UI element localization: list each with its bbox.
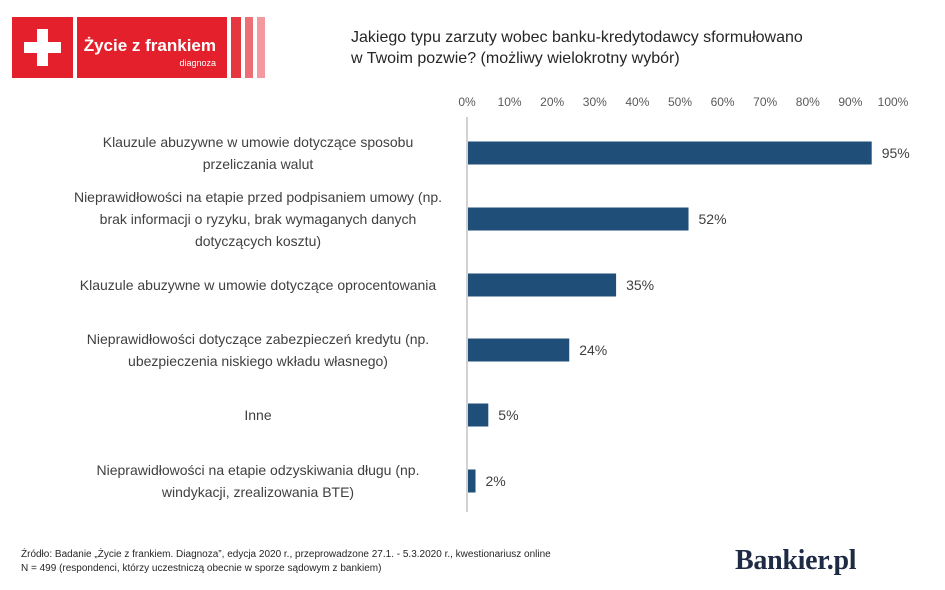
data-label: 52% [699,211,727,227]
data-label: 2% [486,473,506,489]
logo-stripe [245,17,253,78]
chart-title-line-2: w Twoim pozwie? (możliwy wielokrotny wyb… [351,50,680,67]
x-tick-label: 0% [458,95,476,109]
logo-name-box: Życie z frankiem diagnoza [77,17,227,78]
logo-subtitle: diagnoza [179,58,216,68]
x-tick-label: 30% [583,95,607,109]
x-tick-label: 100% [878,95,909,109]
category-label: Nieprawidłowości dotyczące zabezpieczeń … [87,331,429,347]
data-label: 24% [579,342,607,358]
bar [468,338,570,362]
bar [468,403,489,427]
swiss-cross-icon [12,17,73,78]
x-tick-label: 60% [711,95,735,109]
logo-name: Życie z frankiem [83,36,216,55]
category-label: Inne [244,407,271,423]
category-label: dotyczących kosztu) [195,233,321,249]
chart-title-line-1: Jakiego typu zarzuty wobec banku-kredyto… [351,29,803,46]
x-tick-label: 70% [753,95,777,109]
chart-title: Jakiego typu zarzuty wobec banku-kredyto… [351,27,911,69]
category-label: Nieprawidłowości na etapie odzyskiwania … [97,462,420,478]
bar [468,469,476,493]
x-tick-label: 20% [540,95,564,109]
category-label: Klauzule abuzywne w umowie dotyczące opr… [80,277,437,293]
category-label: ubezpieczenia niskiego wkładu własnego) [128,353,388,369]
category-label: Klauzule abuzywne w umowie dotyczące spo… [103,134,414,150]
category-label: Nieprawidłowości na etapie przed podpisa… [74,189,442,205]
source-line-2: N = 499 (respondenci, którzy uczestniczą… [21,563,382,574]
x-tick-label: 50% [668,95,692,109]
data-label: 35% [626,277,654,293]
x-tick-label: 80% [796,95,820,109]
bar [468,141,872,165]
category-label: windykacji, zrealizowania BTE) [161,484,354,500]
bar [468,273,617,297]
category-label: brak informacji o ryzyku, brak wymaganyc… [100,211,417,227]
logo-stripe [231,17,241,78]
logo-stripe [257,17,265,78]
data-label: 95% [882,145,910,161]
x-tick-label: 90% [838,95,862,109]
source-line-1: Źródło: Badanie „Życie z frankiem. Diagn… [21,549,551,560]
bar [468,207,689,231]
source-note: Źródło: Badanie „Życie z frankiem. Diagn… [21,548,551,576]
data-label: 5% [498,407,518,423]
logo: Życie z frankiem diagnoza [12,17,265,78]
x-tick-label: 40% [625,95,649,109]
x-tick-label: 10% [498,95,522,109]
brand-logo: Bankier.pl [735,545,857,576]
category-label: przeliczania walut [203,156,314,172]
